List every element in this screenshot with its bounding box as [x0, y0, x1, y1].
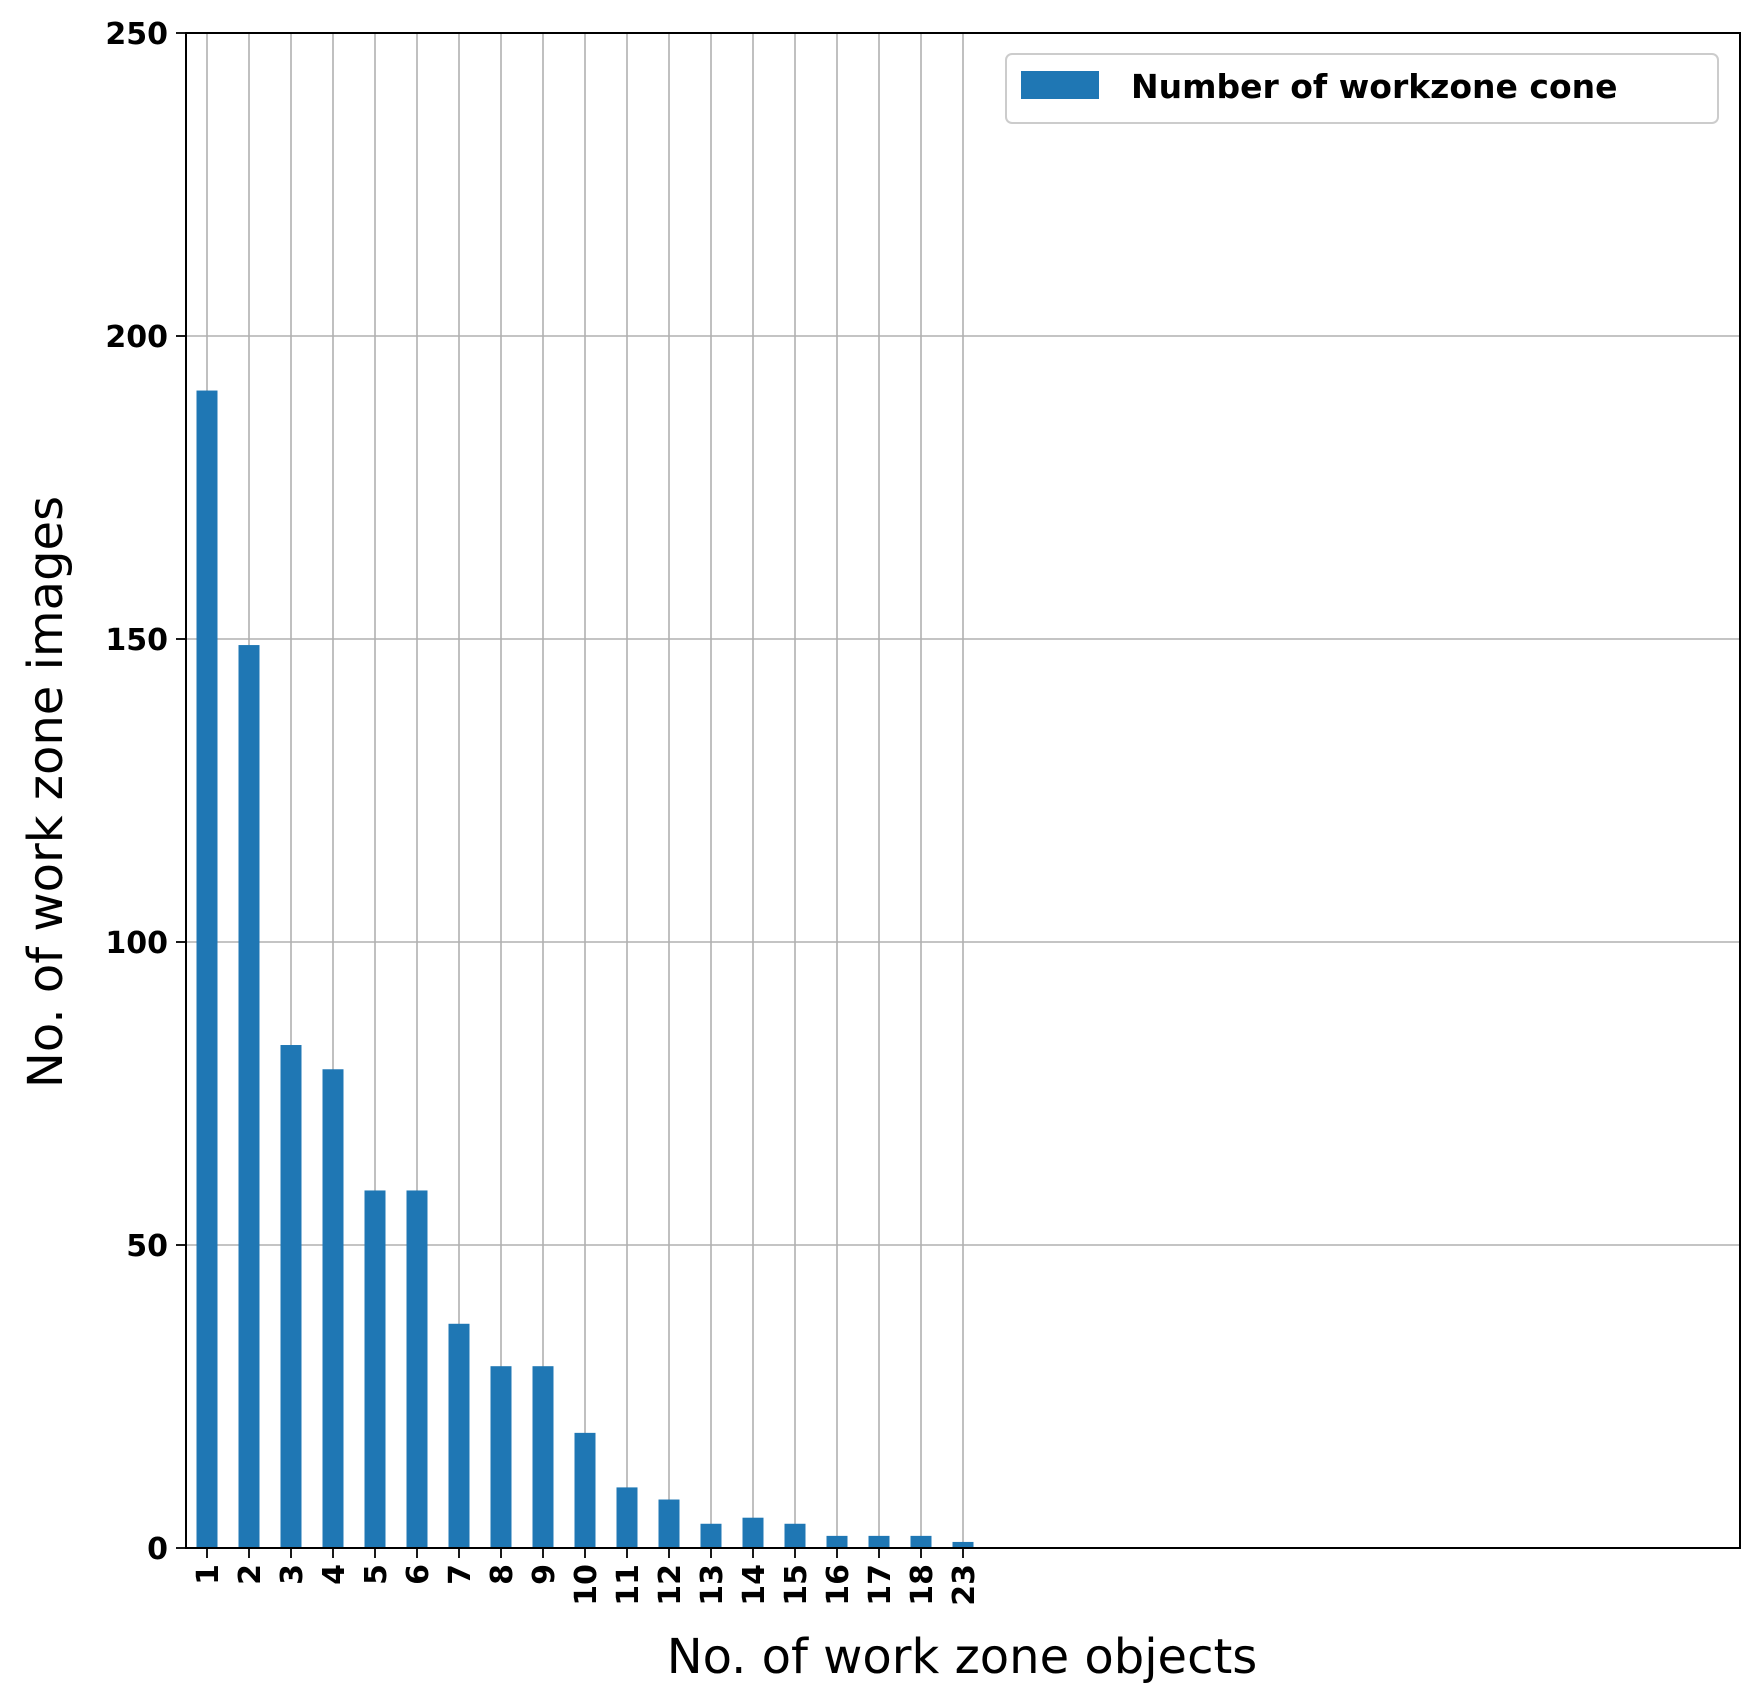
bar — [406, 1190, 428, 1548]
x-axis-title: No. of work zone objects — [667, 1629, 1258, 1685]
x-tick-label: 7 — [443, 1564, 478, 1585]
bar-layer — [196, 390, 974, 1548]
y-tick-label: 250 — [105, 17, 168, 52]
x-tick-label: 5 — [359, 1564, 394, 1585]
legend-swatch — [1021, 71, 1099, 99]
x-tick-label: 18 — [905, 1564, 940, 1606]
x-tick-label: 14 — [737, 1564, 772, 1606]
bar — [196, 390, 218, 1548]
x-tick-label: 8 — [485, 1564, 520, 1585]
legend: Number of workzone cone — [1005, 53, 1719, 124]
x-tick-label: 15 — [779, 1564, 814, 1606]
plot-frame — [185, 32, 1741, 1549]
x-tick-label: 1 — [191, 1564, 226, 1585]
bar — [448, 1323, 470, 1548]
y-tick-label: 0 — [147, 1532, 168, 1567]
x-tick-label: 11 — [611, 1564, 646, 1606]
x-tick-label: 4 — [317, 1564, 352, 1585]
bar — [910, 1535, 932, 1548]
legend-box — [1005, 53, 1719, 124]
y-tick-label: 100 — [105, 926, 168, 961]
bar — [574, 1432, 596, 1548]
bar — [784, 1523, 806, 1548]
bar — [700, 1523, 722, 1548]
y-tick-label: 150 — [105, 623, 168, 658]
axis-layer — [176, 32, 1741, 1558]
x-tick-label: 16 — [821, 1564, 856, 1606]
x-tick-label: 9 — [527, 1564, 562, 1585]
legend-label: Number of workzone cone — [1131, 67, 1618, 106]
y-tick-label: 50 — [126, 1229, 168, 1264]
bar — [658, 1499, 680, 1548]
bar — [364, 1190, 386, 1548]
bar — [238, 645, 260, 1548]
bar — [490, 1366, 512, 1548]
bar — [868, 1535, 890, 1548]
bar — [280, 1045, 302, 1548]
x-tick-label: 13 — [695, 1564, 730, 1606]
x-tick-label: 2 — [233, 1564, 268, 1585]
x-tick-label: 6 — [401, 1564, 436, 1585]
x-tick-label: 3 — [275, 1564, 310, 1585]
x-tick-label: 12 — [653, 1564, 688, 1606]
y-axis-title: No. of work zone images — [18, 496, 74, 1088]
bar — [532, 1366, 554, 1548]
y-tick-label: 200 — [105, 320, 168, 355]
bar — [616, 1487, 638, 1548]
bar — [322, 1069, 344, 1548]
bar — [826, 1535, 848, 1548]
x-tick-label: 23 — [947, 1564, 982, 1606]
x-tick-label: 10 — [569, 1564, 604, 1606]
bar — [742, 1517, 764, 1548]
x-tick-label: 17 — [863, 1564, 898, 1606]
bar — [952, 1541, 974, 1548]
